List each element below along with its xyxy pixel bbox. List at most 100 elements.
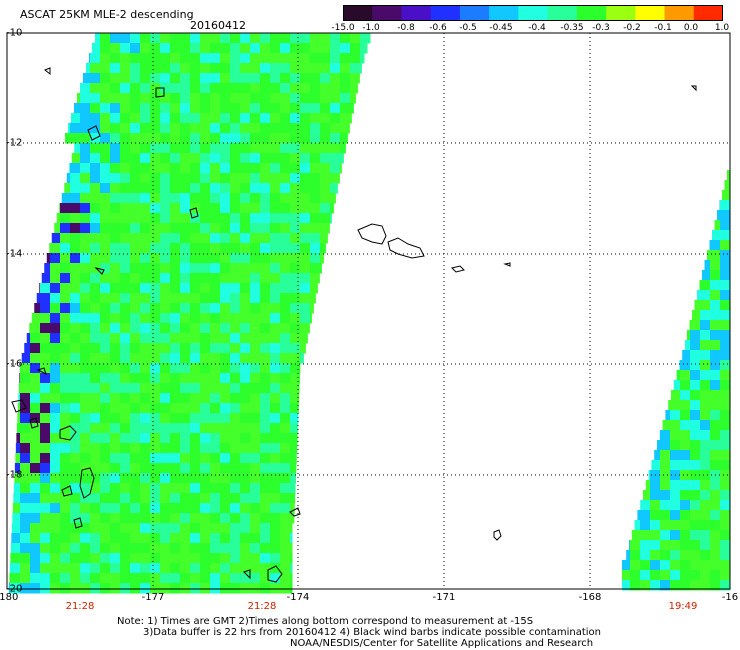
swath-cell (670, 510, 681, 521)
swath-cell (720, 510, 731, 521)
swath-cell (240, 143, 251, 154)
swath-cell (80, 313, 91, 324)
swath-cell (150, 543, 161, 554)
swath-cell (280, 53, 291, 64)
swath-cell (170, 93, 181, 104)
swath-cell (230, 113, 241, 124)
swath-cell (720, 520, 731, 531)
swath-cell (20, 543, 31, 554)
swath-cell (250, 383, 261, 394)
swath-cell (130, 193, 141, 204)
swath-cell (290, 113, 301, 124)
swath-cell (70, 563, 81, 574)
swath-cell (270, 53, 281, 64)
swath-cell (260, 233, 271, 244)
swath-cell (70, 403, 81, 414)
swath-cell (90, 563, 101, 574)
swath-cell (50, 393, 61, 404)
swath-cell (160, 443, 171, 454)
swath-cell (190, 253, 201, 264)
swath-cell (230, 173, 241, 184)
swath-cell (240, 273, 251, 284)
swath-cell (720, 280, 731, 291)
swath-cell (690, 500, 701, 511)
swath-cell (170, 193, 181, 204)
swath-cell (210, 423, 221, 434)
swath-cell (150, 253, 161, 264)
swath-cell (90, 483, 101, 494)
swath-cell (120, 483, 131, 494)
swath-cell (90, 443, 101, 454)
colorbar-segment (664, 5, 695, 21)
swath-cell (200, 223, 211, 234)
swath-cell (130, 443, 141, 454)
swath-cell (69, 163, 71, 174)
swath-cell (250, 183, 261, 194)
swath-cell (80, 563, 91, 574)
swath-cell (100, 263, 111, 274)
swath-cell (290, 83, 301, 94)
swath-cell (220, 213, 231, 224)
swath-cell (330, 53, 341, 64)
swath-cell (668, 400, 671, 411)
swath-cell (260, 193, 271, 204)
swath-cell (50, 483, 61, 494)
swath-cell (650, 560, 661, 571)
swath-cell (240, 203, 251, 214)
swath-cell (100, 283, 111, 294)
swath-cell (140, 423, 151, 434)
swath-cell (230, 343, 241, 354)
swath-cell (230, 363, 241, 374)
swath-cell (50, 413, 61, 424)
swath-cell (240, 103, 251, 114)
swath-cell (110, 543, 121, 554)
swath-cell (130, 173, 141, 184)
swath-cell (10, 563, 21, 574)
swath-cell (70, 413, 81, 424)
swath-cell (50, 373, 61, 384)
swath-cell (140, 443, 151, 454)
swath-cell (190, 553, 201, 564)
swath-cell (680, 530, 691, 541)
swath-cell (130, 463, 141, 474)
swath-cell (80, 433, 91, 444)
swath-cell (360, 43, 368, 54)
swath-cell (130, 513, 141, 524)
swath-cell (320, 83, 331, 94)
swath-cell (190, 233, 201, 244)
swath-cell (70, 253, 81, 264)
swath-time-label: 21:28 (65, 601, 95, 612)
swath-cell (660, 570, 671, 581)
swath-cell (90, 463, 101, 474)
swath-cell (170, 473, 181, 484)
latitude-label: -10 (6, 27, 23, 39)
swath-cell (710, 420, 721, 431)
swath-cell (720, 240, 731, 251)
swath-cell (160, 503, 171, 514)
swath-cell (270, 63, 281, 74)
swath-cell (320, 133, 331, 144)
swath-cell (50, 573, 61, 584)
swath-cell (80, 333, 91, 344)
swath-cell (670, 520, 681, 531)
swath-cell (150, 513, 161, 524)
swath-cell (310, 53, 321, 64)
swath-cell (190, 93, 201, 104)
swath-cell (150, 173, 161, 184)
colorbar-label: -0.6 (429, 23, 447, 33)
swath-cell (170, 333, 181, 344)
swath-cell (250, 323, 261, 334)
swath-cell (150, 343, 161, 354)
swath-cell (200, 173, 211, 184)
swath-cell (330, 103, 341, 114)
swath-cell (110, 103, 121, 114)
swath-cell (100, 573, 111, 584)
swath-cell (200, 543, 211, 554)
swath-cell (230, 263, 241, 274)
swath-cell (330, 153, 341, 164)
swath-cell (310, 143, 321, 154)
swath-cell (110, 213, 121, 224)
swath-cell (200, 93, 211, 104)
swath-cell (622, 570, 631, 581)
swath-cell (240, 263, 251, 274)
